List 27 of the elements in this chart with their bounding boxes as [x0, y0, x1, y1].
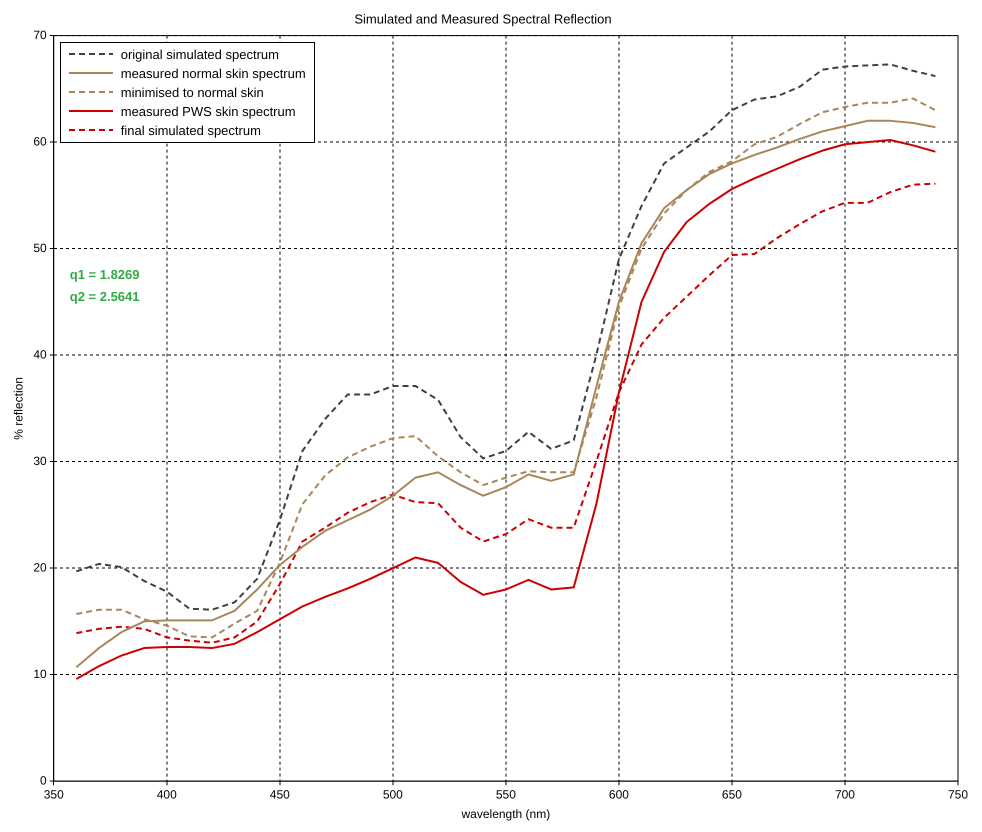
x-tick-label: 650 [722, 788, 742, 802]
y-tick-label: 60 [33, 134, 48, 148]
y-axis-title: % reflection [12, 377, 26, 440]
legend-label: minimised to normal skin [120, 84, 264, 102]
legend-label: final simulated spectrum [120, 122, 261, 140]
x-tick-label: 550 [496, 788, 516, 802]
x-axis-title: wavelength (nm) [460, 807, 550, 822]
legend-label: measured PWS skin spectrum [120, 102, 296, 121]
x-tick-label: 400 [156, 788, 178, 802]
y-tick-label: 20 [33, 560, 48, 574]
annotation: q2 = 2.5641 [70, 288, 140, 304]
x-tick-label: 700 [834, 788, 856, 802]
legend-label: original simulated spectrum [120, 46, 279, 64]
annotation: q1 = 1.8269 [70, 266, 140, 282]
y-tick-label: 10 [33, 667, 48, 681]
x-tick-label: 450 [270, 788, 290, 802]
x-tick-label: 350 [44, 788, 64, 802]
y-tick-label: 0 [40, 774, 48, 788]
y-tick-label: 30 [33, 454, 48, 468]
y-tick-label: 70 [33, 28, 48, 42]
y-tick-label: 40 [33, 347, 48, 362]
x-tick-label: 750 [948, 788, 968, 802]
legend-label: measured normal skin spectrum [120, 64, 306, 83]
x-tick-label: 500 [382, 788, 404, 802]
x-tick-label: 600 [608, 788, 630, 802]
y-tick-label: 50 [33, 240, 48, 255]
chart-title: Simulated and Measured Spectral Reflection [354, 11, 612, 26]
